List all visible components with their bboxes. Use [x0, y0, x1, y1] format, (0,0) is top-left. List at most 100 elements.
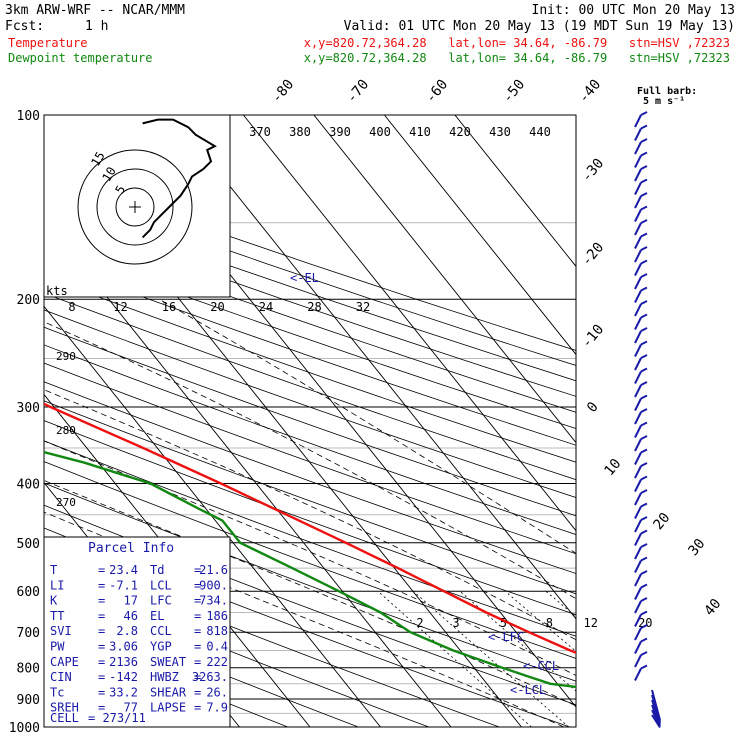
dry-adiabat-line [44, 600, 359, 727]
dewpoint-line [44, 450, 576, 689]
parcel-value: 46 [124, 609, 138, 623]
parcel-key: LCL [150, 578, 172, 592]
hodograph-axis-label: 8 [68, 300, 75, 314]
parcel-equals: = [98, 594, 105, 608]
wind-barb-flag [640, 340, 648, 346]
parcel-value: 818 [206, 624, 228, 638]
wind-barb-flag [640, 624, 648, 629]
pressure-label: 800 [17, 662, 40, 677]
isotherm-line [313, 115, 576, 444]
parcel-key: TT [50, 609, 64, 623]
parcel-value: 26. [206, 685, 228, 699]
parcel-equals: = [194, 578, 201, 592]
wind-barb-flag [640, 327, 648, 332]
wind-barb-staff [634, 506, 642, 519]
theta-label: 430 [489, 125, 511, 139]
hodograph-axis-label: 32 [356, 300, 370, 314]
wind-barb-staff [634, 303, 642, 317]
parcel-value: 900. [199, 578, 228, 592]
wind-barb-flag [640, 151, 648, 157]
parcel-value: 17 [124, 594, 138, 608]
wind-barb-staff [634, 357, 642, 371]
parcel-equals: = [194, 640, 201, 654]
wind-barb-flag [640, 516, 648, 521]
wind-barb-staff [634, 519, 642, 533]
wind-barb-staff [634, 344, 642, 357]
parcel-equals: = [98, 609, 105, 623]
parcel-equals: = [194, 701, 201, 715]
lcl-marker: <-LCL [510, 683, 546, 697]
wind-barb-flag [640, 259, 648, 265]
parcel-equals: = [194, 594, 201, 608]
dry-adiabat-line [44, 184, 576, 366]
isotherm-label: -50 [500, 77, 529, 107]
wind-barb-staff [634, 317, 642, 330]
wind-barb-flag [640, 421, 648, 427]
parcel-value: 222 [206, 655, 228, 669]
wind-barbs: Full barb:5 m s⁻¹ [634, 83, 701, 729]
wind-barb-flag [640, 381, 648, 386]
wind-barb-staff [634, 384, 642, 398]
mixing-ratio-line [545, 590, 576, 618]
hodograph-axis-label: 20 [210, 300, 224, 314]
moist-adiabat-line [44, 479, 576, 707]
isotherm-label: -40 [576, 77, 605, 107]
wind-barb-flag [640, 178, 648, 184]
theta-label: 440 [529, 125, 551, 139]
parcel-equals: = [98, 685, 105, 699]
parcel-value: 21.6 [199, 563, 228, 577]
wind-barb-staff [634, 452, 642, 465]
wind-barb-staff [634, 398, 642, 411]
parcel-equals: = [98, 640, 105, 654]
barb-key-bg [636, 83, 701, 105]
parcel-equals: = [98, 624, 105, 638]
dry-adiabat-line [44, 213, 576, 397]
wind-barb-staff [634, 114, 642, 128]
isotherm-line [44, 305, 381, 727]
wind-barb-staff [634, 641, 642, 654]
barb-key-title: Full barb: [637, 86, 697, 97]
wind-barb-flag [640, 583, 648, 589]
pressure-label: 900 [17, 693, 40, 708]
parcel-cell-value: = 273/11 [88, 711, 146, 725]
wind-barb-flag [640, 664, 648, 670]
dry-adiabat-line [44, 420, 576, 616]
dry-adiabat-label: 280 [56, 424, 76, 437]
mixing-ratio-label: 8 [546, 616, 553, 630]
dry-adiabat-line [44, 440, 576, 637]
wind-barb-flag [640, 205, 648, 211]
parcel-key: LFC [150, 594, 172, 608]
wind-barb-flag [640, 502, 648, 508]
parcel-key: SVI [50, 624, 72, 638]
parcel-equals: = [194, 609, 201, 623]
pressure-label: 300 [17, 401, 40, 416]
pressure-label: 100 [17, 109, 40, 124]
wind-barb-flag [640, 556, 648, 562]
hodograph-box [43, 114, 231, 298]
mixing-ratio-label: 2 [416, 616, 423, 630]
wind-barb-staff [634, 627, 642, 641]
init-time: Init: 00 UTC Mon 20 May 13 [532, 3, 736, 18]
parcel-equals: = [98, 701, 105, 715]
parcel-value: 734. [199, 594, 228, 608]
parcel-key: CAPE [50, 655, 79, 669]
isotherm-label: 30 [685, 536, 708, 559]
el-marker: <-EL [290, 271, 319, 285]
dry-adiabat-line [44, 309, 576, 498]
parcel-key: PW [50, 640, 65, 654]
wind-barb-staff [634, 479, 642, 492]
parcel-key: T [50, 563, 57, 577]
isotherm-label: 0 [584, 399, 602, 416]
barb-key-unit: 5 m s⁻¹ [643, 96, 685, 107]
parcel-info-rows: T = 23.4 Td =21.6LI = -7.1 LCL =900.K = 17 LFC =734.… [50, 563, 228, 725]
dry-adiabat-line [44, 461, 576, 659]
wind-barb-flag [640, 637, 648, 643]
dry-adiabat-line [44, 381, 576, 574]
wind-barb-flag [640, 475, 648, 481]
theta-label: 410 [409, 125, 431, 139]
parcel-value: 2.8 [116, 624, 138, 638]
dry-adiabat-line [44, 228, 576, 413]
moist-adiabat-line [158, 298, 576, 554]
level-annotations: <-EL <-LFC <-CCL <-LCL [290, 271, 559, 697]
